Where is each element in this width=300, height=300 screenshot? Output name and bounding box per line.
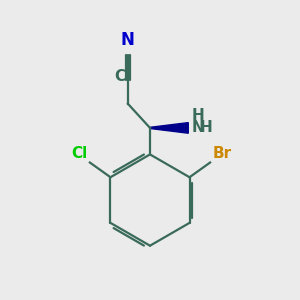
Text: H: H [192,108,205,123]
Text: C: C [114,69,125,84]
Text: N: N [192,120,205,135]
Text: N: N [121,31,135,49]
Text: Cl: Cl [71,146,88,161]
Text: H: H [200,120,213,135]
Polygon shape [150,123,188,133]
Text: Br: Br [212,146,232,161]
